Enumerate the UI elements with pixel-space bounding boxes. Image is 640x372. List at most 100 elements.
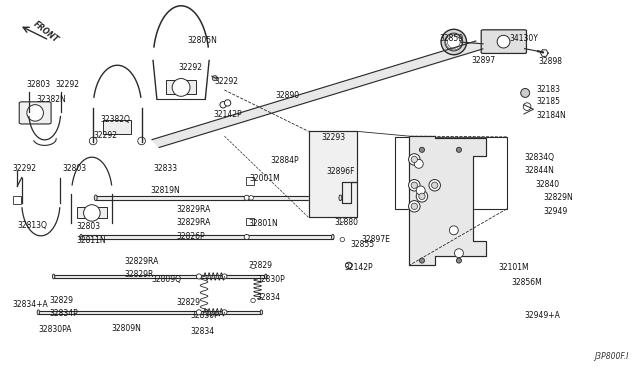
Text: 32801N: 32801N (248, 219, 278, 228)
Ellipse shape (94, 195, 97, 201)
Ellipse shape (521, 89, 530, 97)
Ellipse shape (411, 156, 417, 163)
Ellipse shape (346, 262, 352, 269)
Bar (166, 80, 196, 94)
Text: 32829RA: 32829RA (176, 218, 211, 227)
Ellipse shape (172, 78, 190, 96)
Ellipse shape (445, 33, 463, 51)
Text: 32292: 32292 (13, 164, 37, 173)
Text: 32292: 32292 (215, 77, 239, 86)
Ellipse shape (138, 137, 145, 145)
Ellipse shape (244, 195, 249, 201)
Ellipse shape (251, 298, 255, 303)
Text: 32001M: 32001M (250, 174, 281, 183)
Ellipse shape (414, 159, 423, 168)
Text: 32811N: 32811N (77, 236, 106, 245)
Text: 32829: 32829 (176, 298, 200, 307)
Ellipse shape (419, 193, 425, 199)
Ellipse shape (84, 205, 100, 221)
Ellipse shape (431, 182, 438, 189)
Text: 32830PA: 32830PA (38, 326, 72, 334)
Text: 32826P: 32826P (176, 232, 205, 241)
Text: 32844N: 32844N (524, 166, 554, 175)
Text: 32897E: 32897E (362, 235, 390, 244)
Ellipse shape (80, 234, 83, 240)
Polygon shape (96, 196, 340, 200)
Text: 32856M: 32856M (511, 278, 542, 287)
Text: J3P800F.I: J3P800F.I (595, 352, 629, 361)
Ellipse shape (222, 310, 227, 315)
Text: 32803: 32803 (77, 222, 100, 231)
Text: 32855: 32855 (351, 240, 374, 249)
Ellipse shape (441, 29, 467, 55)
Ellipse shape (332, 234, 334, 240)
Text: 32382Q: 32382Q (100, 115, 130, 124)
Ellipse shape (222, 274, 227, 279)
Text: 32830P: 32830P (190, 311, 219, 320)
Text: 32834: 32834 (190, 327, 214, 336)
Ellipse shape (340, 237, 344, 242)
Text: 32949: 32949 (543, 206, 567, 216)
Text: 32896F: 32896F (326, 167, 355, 176)
Ellipse shape (340, 218, 344, 222)
Text: FRONT: FRONT (32, 19, 61, 44)
Text: 32292: 32292 (56, 80, 79, 89)
Text: 32829N: 32829N (543, 193, 573, 202)
Text: 32949+A: 32949+A (524, 311, 560, 320)
Ellipse shape (225, 100, 231, 106)
Polygon shape (308, 131, 357, 217)
Ellipse shape (408, 180, 420, 191)
Text: 32809Q: 32809Q (151, 275, 181, 283)
Text: 32185: 32185 (537, 97, 561, 106)
Text: 32834P: 32834P (49, 309, 78, 318)
Polygon shape (54, 275, 266, 278)
Text: 32884P: 32884P (270, 156, 299, 166)
Ellipse shape (408, 201, 420, 212)
Text: 32292: 32292 (179, 62, 202, 72)
Text: 32890: 32890 (275, 91, 300, 100)
Text: 32829RA: 32829RA (124, 257, 159, 266)
Ellipse shape (52, 274, 55, 279)
Ellipse shape (416, 186, 425, 195)
Text: 32142P: 32142P (213, 110, 241, 119)
Ellipse shape (416, 190, 428, 202)
Text: 32898: 32898 (538, 57, 562, 66)
Text: 32859: 32859 (440, 34, 464, 43)
Ellipse shape (265, 274, 267, 279)
Text: 32829R: 32829R (124, 270, 154, 279)
Ellipse shape (27, 105, 44, 121)
Ellipse shape (220, 102, 227, 108)
Text: 32830P: 32830P (256, 275, 285, 283)
Text: 32840: 32840 (536, 180, 559, 189)
Ellipse shape (411, 182, 417, 189)
Text: 32292: 32292 (94, 131, 118, 140)
Text: 32101M: 32101M (499, 263, 529, 272)
Ellipse shape (196, 274, 202, 279)
Text: 32803: 32803 (62, 164, 86, 173)
Bar (246, 177, 253, 185)
Text: 32809N: 32809N (111, 324, 141, 333)
Ellipse shape (419, 258, 424, 263)
Ellipse shape (429, 180, 440, 191)
Ellipse shape (454, 249, 463, 258)
Bar (13, 196, 21, 204)
Ellipse shape (249, 196, 253, 200)
Ellipse shape (524, 103, 531, 110)
FancyBboxPatch shape (19, 102, 51, 124)
Text: 32819N: 32819N (150, 186, 180, 195)
Ellipse shape (456, 147, 461, 153)
Ellipse shape (212, 76, 218, 81)
Bar (246, 218, 253, 225)
Text: 32834Q: 32834Q (524, 153, 554, 162)
Text: 32813Q: 32813Q (17, 221, 47, 230)
Polygon shape (152, 41, 483, 147)
Text: 32829: 32829 (49, 296, 73, 305)
Ellipse shape (497, 35, 510, 48)
Text: 32897: 32897 (472, 56, 496, 65)
Ellipse shape (449, 226, 458, 235)
Text: 32834: 32834 (256, 293, 280, 302)
Text: 32834+A: 32834+A (13, 300, 49, 310)
Text: 32142P: 32142P (344, 263, 373, 272)
Bar (395, 137, 507, 209)
FancyBboxPatch shape (481, 30, 527, 54)
